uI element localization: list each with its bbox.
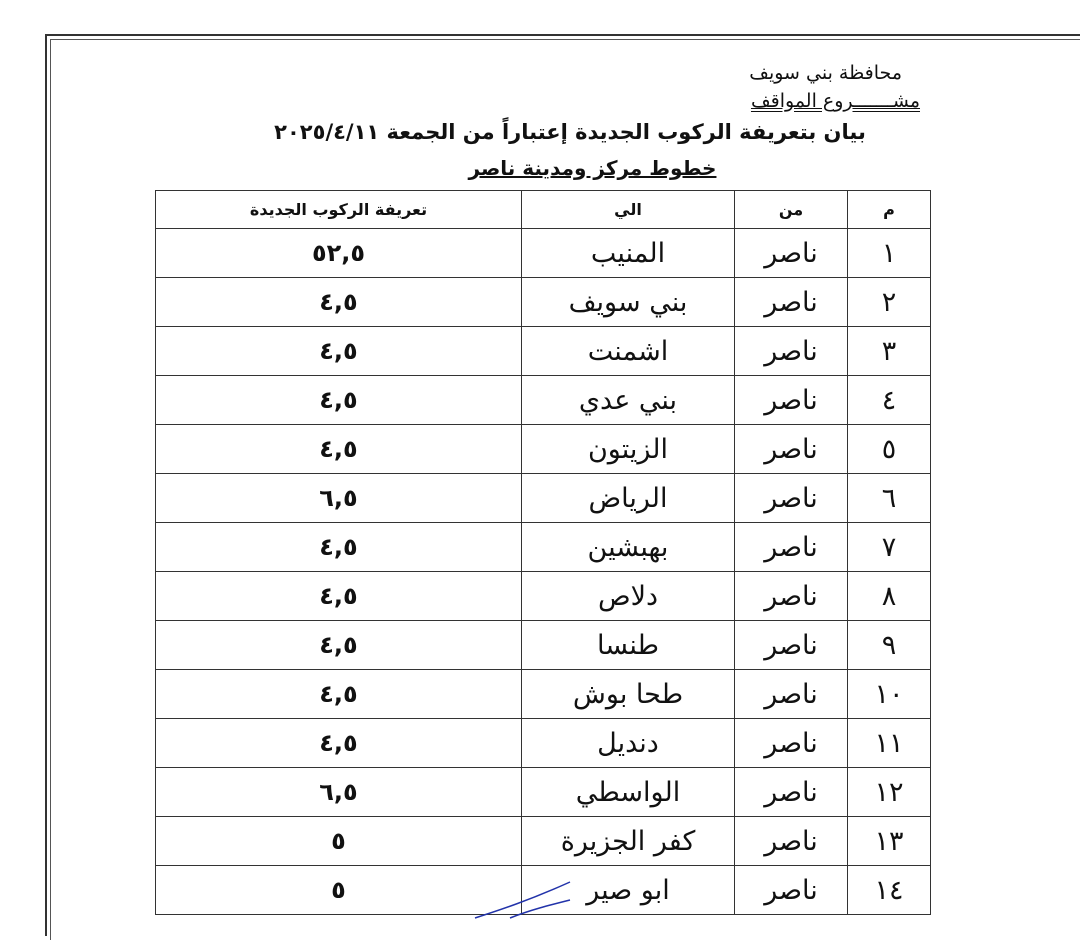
cell-to: بني عدي bbox=[521, 375, 735, 425]
cell-from: ناصر bbox=[734, 816, 848, 866]
cell-fare: ٤,٥ bbox=[155, 424, 522, 474]
cell-from: ناصر bbox=[734, 718, 848, 768]
table-row: ٩ ناصر طنسا ٤,٥ bbox=[155, 620, 931, 670]
table-row: ٤ ناصر بني عدي ٤,٥ bbox=[155, 375, 931, 425]
cell-to: طنسا bbox=[521, 620, 735, 670]
cell-to: بهبشين bbox=[521, 522, 735, 572]
cell-from: ناصر bbox=[734, 865, 848, 915]
cell-fare: ٤,٥ bbox=[155, 326, 522, 376]
cell-from: ناصر bbox=[734, 571, 848, 621]
table-row: ١١ ناصر دنديل ٤,٥ bbox=[155, 718, 931, 768]
project-label: مشـــــــروع المواقف bbox=[750, 90, 920, 112]
cell-number: ٢ bbox=[847, 277, 931, 327]
cell-from: ناصر bbox=[734, 669, 848, 719]
col-header-number: م bbox=[847, 190, 931, 229]
cell-from: ناصر bbox=[734, 767, 848, 817]
fare-table: م من الي تعريفة الركوب الجديدة ١ ناصر المن… bbox=[155, 190, 931, 915]
table-row: ١٤ ناصر ابو صير ٥ bbox=[155, 865, 931, 915]
cell-to: ابو صير bbox=[521, 865, 735, 915]
cell-to: طحا بوش bbox=[521, 669, 735, 719]
cell-from: ناصر bbox=[734, 326, 848, 376]
cell-number: ٦ bbox=[847, 473, 931, 523]
cell-from: ناصر bbox=[734, 473, 848, 523]
cell-from: ناصر bbox=[734, 228, 848, 278]
cell-number: ٣ bbox=[847, 326, 931, 376]
cell-to: اشمنت bbox=[521, 326, 735, 376]
cell-number: ٤ bbox=[847, 375, 931, 425]
cell-fare: ٤,٥ bbox=[155, 669, 522, 719]
table-row: ٦ ناصر الرياض ٦,٥ bbox=[155, 473, 931, 523]
table-row: ٣ ناصر اشمنت ٤,٥ bbox=[155, 326, 931, 376]
table-header-row: م من الي تعريفة الركوب الجديدة bbox=[155, 190, 931, 229]
cell-number: ١ bbox=[847, 228, 931, 278]
cell-to: الرياض bbox=[521, 473, 735, 523]
cell-number: ١٢ bbox=[847, 767, 931, 817]
document-subtitle: خطوط مركز ومدينة ناصر bbox=[468, 156, 717, 180]
table-row: ١٠ ناصر طحا بوش ٤,٥ bbox=[155, 669, 931, 719]
cell-from: ناصر bbox=[734, 620, 848, 670]
col-header-from: من bbox=[734, 190, 848, 229]
cell-fare: ٤,٥ bbox=[155, 522, 522, 572]
cell-fare: ٤,٥ bbox=[155, 277, 522, 327]
table-row: ١٣ ناصر كفر الجزيرة ٥ bbox=[155, 816, 931, 866]
page-border bbox=[45, 34, 1080, 936]
cell-to: كفر الجزيرة bbox=[521, 816, 735, 866]
cell-to: الزيتون bbox=[521, 424, 735, 474]
cell-to: المنيب bbox=[521, 228, 735, 278]
cell-from: ناصر bbox=[734, 277, 848, 327]
cell-number: ١٣ bbox=[847, 816, 931, 866]
col-header-fare: تعريفة الركوب الجديدة bbox=[155, 190, 522, 229]
cell-fare: ٤,٥ bbox=[155, 718, 522, 768]
cell-fare: ٤,٥ bbox=[155, 620, 522, 670]
cell-fare: ٥ bbox=[155, 865, 522, 915]
cell-number: ٨ bbox=[847, 571, 931, 621]
signature bbox=[474, 881, 571, 919]
cell-from: ناصر bbox=[734, 375, 848, 425]
cell-to: الواسطي bbox=[521, 767, 735, 817]
cell-number: ٩ bbox=[847, 620, 931, 670]
table-row: ٥ ناصر الزيتون ٤,٥ bbox=[155, 424, 931, 474]
governorate-label: محافظة بني سويف bbox=[749, 62, 902, 84]
page-border-inner bbox=[50, 39, 1080, 940]
cell-to: دنديل bbox=[521, 718, 735, 768]
cell-number: ٥ bbox=[847, 424, 931, 474]
cell-fare: ٥٢,٥ bbox=[155, 228, 522, 278]
cell-number: ١٠ bbox=[847, 669, 931, 719]
table-row: ٨ ناصر دلاص ٤,٥ bbox=[155, 571, 931, 621]
cell-fare: ٤,٥ bbox=[155, 571, 522, 621]
cell-fare: ٤,٥ bbox=[155, 375, 522, 425]
cell-fare: ٦,٥ bbox=[155, 473, 522, 523]
cell-to: دلاص bbox=[521, 571, 735, 621]
cell-from: ناصر bbox=[734, 424, 848, 474]
document-title: بيان بتعريفة الركوب الجديدة إعتباراً من … bbox=[274, 120, 866, 144]
cell-fare: ٥ bbox=[155, 816, 522, 866]
table-row: ١٢ ناصر الواسطي ٦,٥ bbox=[155, 767, 931, 817]
cell-number: ١١ bbox=[847, 718, 931, 768]
cell-fare: ٦,٥ bbox=[155, 767, 522, 817]
table-row: ٧ ناصر بهبشين ٤,٥ bbox=[155, 522, 931, 572]
cell-to: بني سويف bbox=[521, 277, 735, 327]
table-row: ٢ ناصر بني سويف ٤,٥ bbox=[155, 277, 931, 327]
cell-number: ١٤ bbox=[847, 865, 931, 915]
cell-number: ٧ bbox=[847, 522, 931, 572]
table-row: ١ ناصر المنيب ٥٢,٥ bbox=[155, 228, 931, 278]
cell-from: ناصر bbox=[734, 522, 848, 572]
col-header-to: الي bbox=[521, 190, 735, 229]
